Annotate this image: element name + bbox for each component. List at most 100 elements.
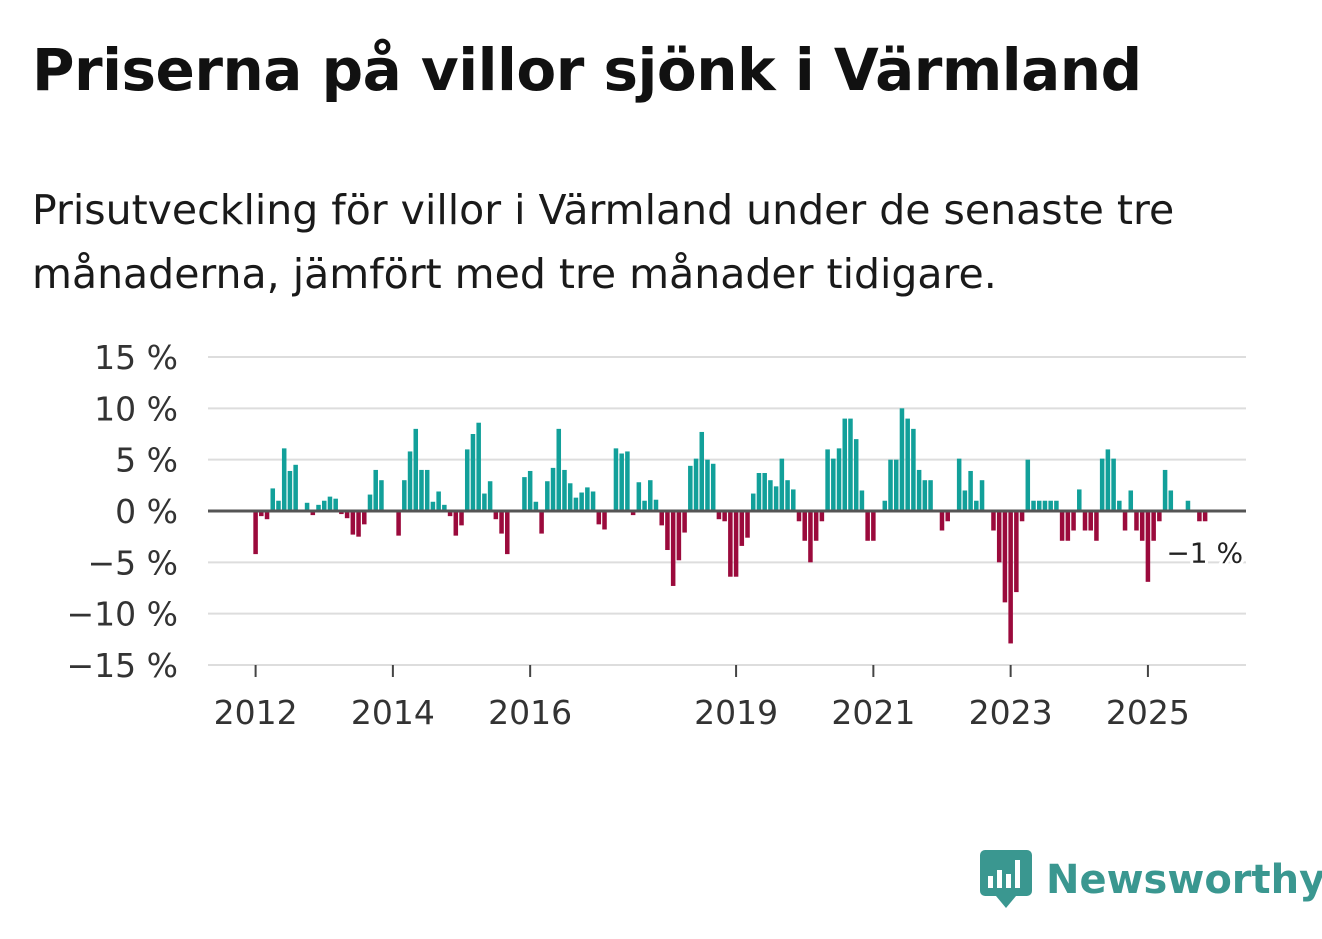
x-tick-label: 2021 [831, 693, 915, 732]
bar [636, 482, 642, 511]
bar [321, 500, 327, 511]
bar [750, 493, 756, 511]
bar [259, 511, 264, 517]
brand-name: Newsworthy [1046, 857, 1322, 903]
bar [1099, 458, 1105, 511]
bar [705, 459, 710, 511]
x-tick-label: 2014 [351, 693, 435, 732]
bar [825, 449, 830, 511]
bar [1122, 511, 1128, 531]
bar [373, 469, 378, 511]
bar [579, 492, 584, 511]
bar [447, 511, 453, 517]
chart-title: Priserna på villor sjönk i Värmland [32, 36, 1142, 104]
bar [688, 465, 693, 511]
bar [264, 511, 270, 520]
bar [1202, 511, 1208, 522]
bar [1065, 511, 1071, 541]
y-tick-label: 0 % [115, 492, 178, 531]
gridlines [208, 356, 1246, 666]
chart-subtitle: Prisutveckling för villor i Värmland und… [32, 186, 1175, 298]
bar [379, 480, 384, 511]
bar [819, 511, 825, 522]
bar [1042, 500, 1048, 511]
bar [648, 480, 653, 511]
x-tick-label: 2023 [969, 693, 1053, 732]
bar [602, 511, 607, 530]
bar [1162, 469, 1168, 511]
bar [1094, 511, 1099, 541]
bar [739, 511, 745, 546]
bar [442, 504, 447, 511]
bar [470, 434, 476, 511]
bar [899, 408, 905, 511]
bar [424, 469, 430, 511]
y-axis-labels: 15 % 10 % 5 % 0 % −5 % −10 % −15 % [67, 338, 179, 685]
bar [859, 490, 865, 511]
bar [962, 490, 968, 511]
bar [1128, 490, 1134, 511]
bar [505, 511, 510, 555]
bar [339, 511, 344, 515]
bar [527, 470, 533, 511]
bar [693, 458, 699, 511]
bar [539, 511, 544, 534]
last-value-label: −1 % [1166, 536, 1243, 569]
bar [653, 499, 659, 511]
bar [728, 511, 733, 577]
bar [956, 458, 962, 511]
bar [1031, 500, 1036, 511]
newsworthy-logo: Newsworthy [980, 848, 1322, 912]
bar [476, 422, 481, 511]
bar [316, 504, 321, 511]
bar [522, 477, 527, 511]
bar [699, 431, 705, 511]
bar [619, 453, 624, 511]
x-tick-label: 2025 [1106, 693, 1190, 732]
bar [1168, 490, 1174, 511]
bar [402, 480, 407, 511]
bar [928, 480, 933, 511]
bar [430, 501, 436, 511]
bar [791, 489, 796, 511]
bar [1048, 500, 1053, 511]
bar [836, 448, 842, 511]
bar [991, 511, 996, 531]
bar [888, 459, 893, 511]
bar [1077, 489, 1082, 511]
bar [1157, 511, 1162, 522]
bar [590, 491, 596, 511]
y-tick-label: 15 % [94, 338, 178, 377]
bar [813, 511, 819, 541]
bar [310, 511, 316, 516]
bar [1054, 500, 1059, 511]
bar [304, 502, 310, 511]
bar [1185, 500, 1191, 511]
bar [567, 483, 573, 511]
bar [367, 494, 373, 511]
bar [464, 449, 470, 511]
bar [533, 501, 539, 511]
bar [979, 480, 985, 511]
bar [419, 469, 424, 511]
bar [1019, 511, 1025, 522]
bar [911, 428, 916, 511]
bar [556, 428, 562, 511]
bar [945, 511, 950, 522]
bar [893, 459, 899, 511]
bar [356, 511, 361, 537]
bar [630, 511, 636, 516]
bar [333, 498, 338, 511]
bar [562, 469, 567, 511]
y-tick-label: −10 % [67, 595, 179, 634]
bar [1145, 511, 1151, 582]
bar [1008, 511, 1013, 644]
bar [350, 511, 356, 535]
bar [762, 473, 767, 511]
bar [922, 480, 928, 511]
bar [905, 418, 910, 511]
bar [1036, 500, 1042, 511]
bar [916, 469, 922, 511]
bar [1134, 511, 1139, 531]
bar [716, 511, 722, 520]
